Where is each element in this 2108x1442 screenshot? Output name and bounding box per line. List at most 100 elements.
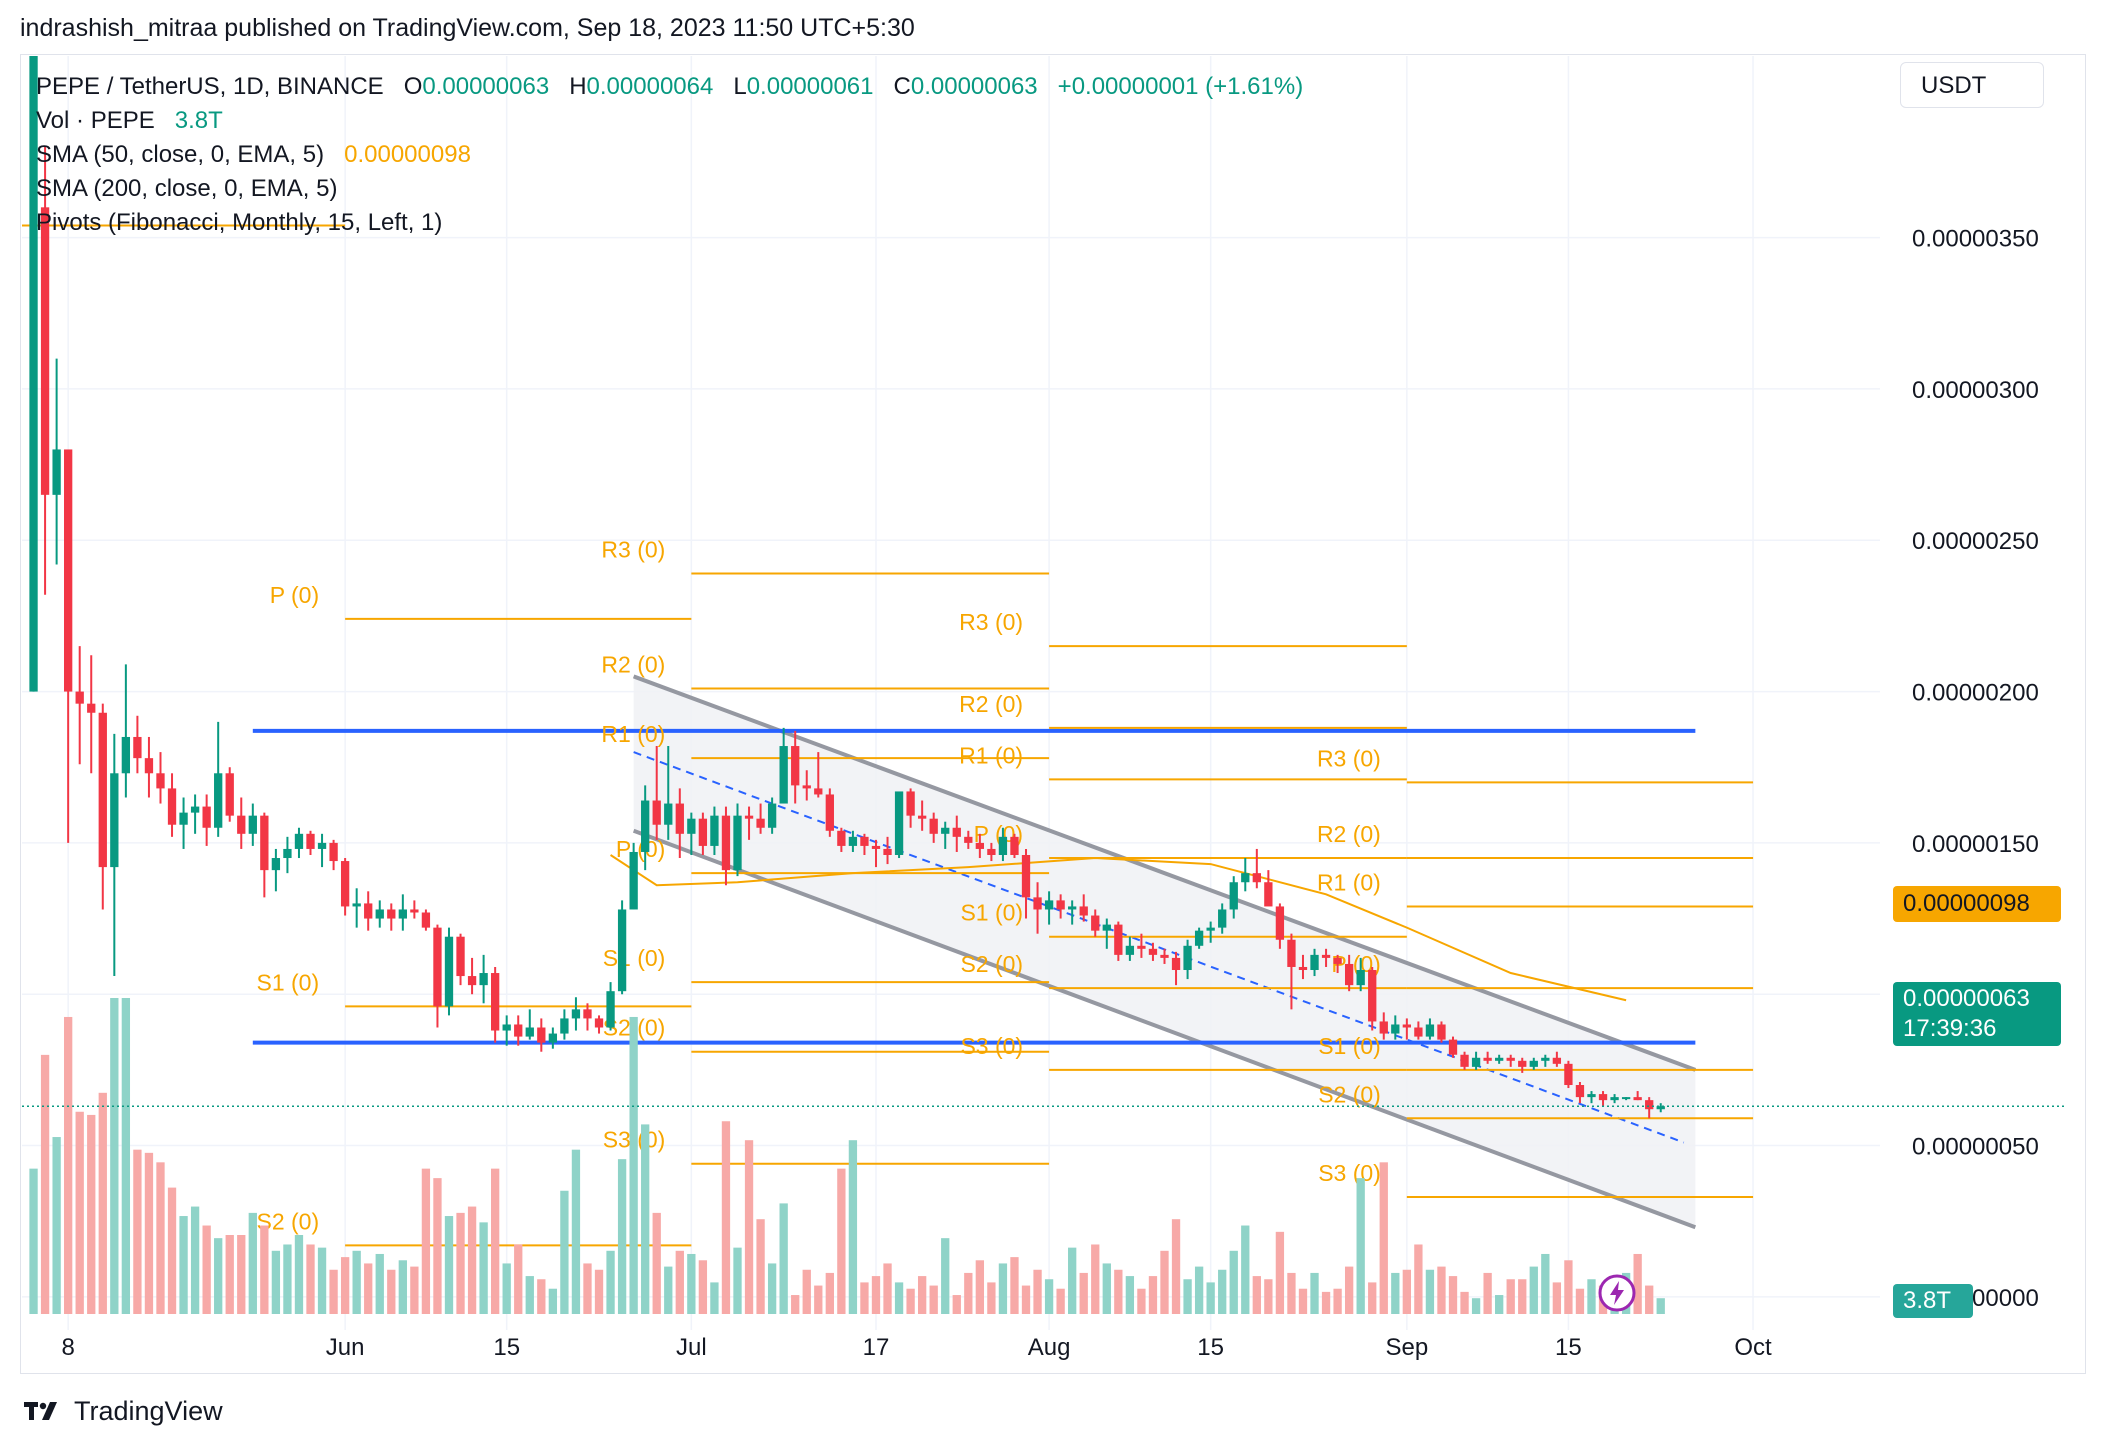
volume-bar: [1402, 1269, 1411, 1314]
volume-bar: [1241, 1225, 1250, 1314]
chart-frame: [20, 54, 2086, 1374]
sma200-label[interactable]: SMA (200, close, 0, EMA, 5): [36, 175, 338, 202]
volume-bar: [329, 1269, 338, 1314]
candle-body: [1610, 1097, 1619, 1101]
volume-bar: [1194, 1266, 1204, 1314]
x-axis-tick-label: 15: [1555, 1334, 1582, 1361]
volume-bar: [848, 1140, 858, 1314]
volume-bar: [641, 1124, 650, 1314]
candle-body: [1298, 966, 1308, 971]
volume-bar: [629, 1016, 638, 1314]
volume-bar: [75, 1111, 84, 1314]
candle-body: [641, 800, 650, 852]
candle-body: [1091, 915, 1100, 931]
candle-body: [710, 815, 719, 846]
pivots-label[interactable]: Pivots (Fibonacci, Monthly, 15, Left, 1): [36, 209, 443, 236]
candle-body: [1321, 954, 1331, 958]
legend-sma50-row: SMA (50, close, 0, EMA, 5) 0.00000098: [36, 138, 1303, 172]
volume-bar: [952, 1295, 961, 1314]
candle-body: [444, 936, 454, 1007]
currency-selector[interactable]: USDT: [1900, 62, 2044, 108]
x-axis-tick-label: 17: [863, 1334, 890, 1361]
candle-body: [40, 207, 50, 495]
volume-bar: [248, 1212, 257, 1314]
volume-bar: [1552, 1282, 1562, 1314]
volume-bar: [479, 1222, 488, 1314]
volume-bar: [548, 1288, 558, 1314]
sma-line: [610, 854, 1627, 1002]
candle-body: [64, 449, 73, 692]
volume-bar: [1102, 1263, 1111, 1314]
candle-body: [433, 927, 442, 1007]
sma50-line: [610, 854, 1627, 1002]
last-price-value: 0.00000063: [1903, 985, 2030, 1012]
volume-bar: [1333, 1288, 1342, 1314]
channel-mid-dashed-line: [633, 751, 1685, 1144]
candle-body: [52, 449, 61, 495]
volume-bar: [1171, 1219, 1181, 1314]
candle-body: [179, 812, 188, 825]
volume-bar: [110, 998, 119, 1314]
candle-body: [952, 827, 961, 837]
volume-bar: [756, 1219, 765, 1314]
candle-body: [329, 842, 338, 862]
candle-body: [871, 845, 881, 849]
candle-body: [306, 833, 315, 849]
candle-body: [941, 827, 950, 834]
volume-bar: [1229, 1250, 1238, 1314]
volume-bar: [560, 1190, 569, 1314]
volume-bar: [1137, 1288, 1146, 1314]
volume-bar: [1564, 1260, 1573, 1314]
candlesticks: [29, 56, 1665, 1119]
pivot-label: S1 (0): [256, 969, 319, 995]
pivot-label: S1 (0): [1318, 1033, 1381, 1059]
volume-bar: [906, 1288, 915, 1314]
candle-body: [144, 758, 154, 774]
candle-body: [456, 936, 465, 977]
candle-body: [1125, 945, 1135, 955]
volume-bar: [502, 1263, 511, 1314]
candle-body: [594, 1018, 604, 1028]
candle-body: [1068, 906, 1077, 910]
candle-body: [964, 836, 973, 843]
volume-bar: [87, 1114, 96, 1314]
candle-body: [398, 909, 407, 919]
candle-body: [271, 858, 281, 871]
volume-bar: [1287, 1272, 1296, 1314]
open-value: 0.00000063: [422, 73, 550, 100]
candle-body: [1506, 1057, 1515, 1061]
volume-label[interactable]: Vol · PEPE: [36, 107, 155, 134]
candle-body: [467, 976, 477, 986]
candle-body: [1621, 1097, 1631, 1100]
volume-bar: [733, 1247, 742, 1314]
sma50-label[interactable]: SMA (50, close, 0, EMA, 5): [36, 141, 325, 168]
volume-bar: [1125, 1276, 1135, 1314]
volume-bar: [64, 1016, 73, 1314]
volume-bar: [1044, 1279, 1054, 1314]
volume-bar: [190, 1206, 200, 1314]
volume-bar: [1575, 1288, 1585, 1314]
change-value: +0.00000001 (+1.61%): [1057, 73, 1304, 100]
candle-body: [1114, 924, 1123, 955]
volume-bar: [40, 1054, 50, 1314]
candle-body: [1518, 1060, 1527, 1067]
volume-bar: [294, 1235, 304, 1314]
candle-body: [1575, 1085, 1585, 1098]
volume-bar: [1079, 1272, 1088, 1314]
volume-bar: [1298, 1288, 1308, 1314]
volume-bar: [1264, 1279, 1273, 1314]
candle-body: [1137, 945, 1146, 949]
volume-bar: [1068, 1247, 1077, 1314]
volume-bar: [121, 998, 131, 1314]
volume-bar: [791, 1295, 800, 1314]
symbol-label[interactable]: PEPE / TetherUS, 1D, BINANCE: [36, 73, 384, 100]
candle-body: [848, 836, 858, 846]
volume-bar: [883, 1263, 892, 1314]
tradingview-logo-icon[interactable]: [24, 1399, 64, 1423]
footer-brand[interactable]: TradingView: [74, 1395, 223, 1426]
flash-icon[interactable]: [1597, 1273, 1637, 1313]
volume-bar: [525, 1276, 534, 1314]
volume-bar: [594, 1269, 604, 1314]
volume-bar: [283, 1244, 292, 1314]
